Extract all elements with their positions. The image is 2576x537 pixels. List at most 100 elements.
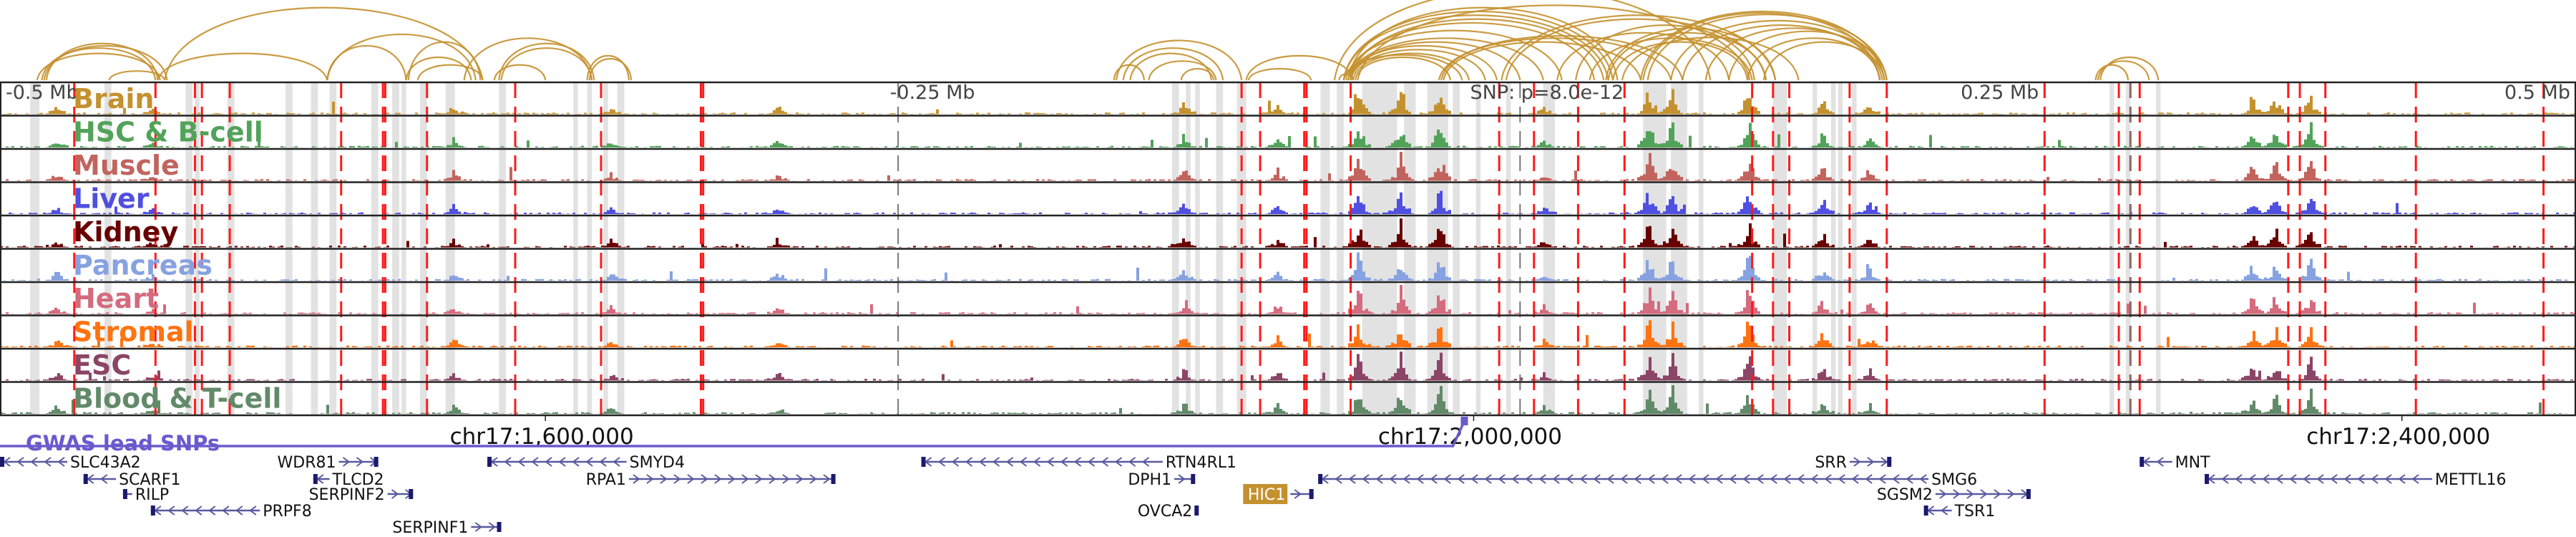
strand-arrow [1073, 457, 1082, 467]
chromatin-loop-arc [463, 37, 593, 81]
gwas-track: GWAS lead SNPs [0, 417, 1468, 455]
chromatin-loop-arc [1611, 41, 1749, 81]
strand-arrow [2221, 474, 2229, 484]
strand-arrow [633, 474, 640, 484]
chromatin-loop-arc [1357, 4, 1751, 81]
strand-arrow [2007, 489, 2015, 499]
gene-serpinf2[interactable]: SERPINF2 [309, 486, 414, 504]
chromatin-loop-arc [1342, 10, 1614, 81]
strand-arrow [44, 457, 52, 467]
strand-arrow [599, 457, 607, 467]
strand-arrow [1647, 474, 1655, 484]
gene-label: SERPINF2 [309, 486, 385, 504]
strand-arrow [937, 457, 946, 467]
strand-arrow [755, 474, 763, 484]
signal-bars [0, 320, 2576, 347]
gene-wdr81[interactable]: WDR81 [278, 454, 379, 472]
strand-arrow [342, 457, 351, 467]
track-label: Muscle [73, 150, 180, 181]
gene-exon [374, 457, 379, 467]
strand-arrow [167, 505, 175, 516]
gene-tsr1[interactable]: TSR1 [1923, 503, 1996, 521]
gene-label: TSR1 [1954, 503, 1996, 521]
scale-label: -0.25 Mb [890, 82, 975, 104]
strand-arrow [1880, 457, 1888, 467]
gene-prpf8[interactable]: PRPF8 [150, 503, 312, 521]
chromatin-loop-arcs [36, 0, 2160, 81]
strand-arrow [1416, 474, 1424, 484]
chromatin-loop-arc [326, 34, 477, 81]
strand-arrow [181, 505, 189, 516]
chromatin-loop-arc [43, 45, 168, 81]
strand-arrow [1538, 474, 1546, 484]
strand-arrow [222, 505, 230, 516]
strand-arrow [1552, 474, 1560, 484]
gene-exon [487, 457, 492, 467]
strand-arrow [1892, 474, 1900, 484]
signal-track-pancreas [0, 252, 2576, 281]
strand-arrow [1939, 489, 1947, 499]
chromatin-loop-arc [41, 47, 157, 81]
strand-arrow [545, 457, 552, 467]
strand-arrow [1865, 474, 1873, 484]
gene-sgsm2[interactable]: SGSM2 [1877, 486, 2031, 504]
strand-arrow [1457, 474, 1465, 484]
strand-arrow [1443, 474, 1451, 484]
strand-arrow [504, 457, 512, 467]
chromatin-loop-arc [1621, 37, 1800, 81]
gene-serpinf1[interactable]: SERPINF1 [392, 519, 502, 537]
gene-exon [2140, 457, 2145, 467]
strand-arrow [1593, 474, 1601, 484]
signal-bars [0, 384, 2576, 414]
signal-bars [0, 89, 2576, 115]
gene-smyd4[interactable]: SMYD4 [487, 454, 685, 472]
track-label: Pancreas [73, 250, 213, 281]
gene-rilp[interactable]: RILP [122, 486, 169, 504]
strand-arrow [1087, 457, 1096, 467]
strand-arrow [1926, 505, 1935, 516]
gene-label: SERPINF1 [392, 519, 468, 537]
strand-arrow [195, 505, 203, 516]
scale-labels: -0.5 Mb -0.25 Mb SNP: p=8.0e-12 0.25 Mb 0.5 … [6, 82, 2570, 104]
gene-label: SCARF1 [119, 471, 180, 489]
strand-arrow [2156, 457, 2164, 467]
strand-arrow [1742, 474, 1750, 484]
strand-arrow [687, 474, 695, 484]
signal-track-hsc-b-cell [0, 122, 2576, 147]
signal-track-heart [0, 285, 2576, 314]
gene-dph1[interactable]: DPH1 [1128, 471, 1196, 489]
strand-arrow [1634, 474, 1641, 484]
strand-arrow [2384, 474, 2392, 484]
strand-arrow [1810, 474, 1818, 484]
chromatin-loop-arc [1728, 30, 1888, 81]
scale-label: -0.5 Mb [6, 82, 79, 104]
gene-label: HIC1 [1248, 486, 1285, 504]
strand-arrow [1620, 474, 1628, 484]
coordinate-axis: chr17:1,600,000 chr17:2,000,000 chr17:2,40… [450, 415, 2490, 450]
strand-arrow [1838, 474, 1845, 484]
gene-scarf1[interactable]: SCARF1 [83, 471, 181, 489]
strand-arrow [2316, 474, 2324, 484]
gene-rtn4rl1[interactable]: RTN4RL1 [921, 454, 1236, 472]
gene-srr[interactable]: SRR [1815, 454, 1892, 472]
gene-hic1[interactable]: HIC1 [1243, 484, 1314, 504]
gene-exon [1923, 505, 1928, 516]
gene-smg6[interactable]: SMG6 [1318, 471, 1977, 489]
gene-ovca2[interactable]: OVCA2 [1138, 503, 1199, 521]
chromatin-loop-arc [1347, 6, 1619, 81]
gene-mnt[interactable]: MNT [2140, 454, 2210, 472]
gene-slc43a2[interactable]: SLC43A2 [0, 454, 141, 472]
strand-arrow [1566, 474, 1574, 484]
chromatin-loop-arc [586, 54, 630, 81]
strand-arrow [1335, 474, 1342, 484]
gene-rpa1[interactable]: RPA1 [586, 471, 836, 489]
gene-tlcd2[interactable]: TLCD2 [313, 471, 384, 489]
gene-exon [0, 457, 4, 467]
gene-label: SLC43A2 [70, 454, 141, 472]
gwas-snp-marker [1460, 417, 1468, 425]
gene-mettl16[interactable]: METTL16 [2205, 471, 2507, 489]
strand-arrow [1661, 474, 1669, 484]
chromatin-loop-arc [588, 58, 633, 81]
